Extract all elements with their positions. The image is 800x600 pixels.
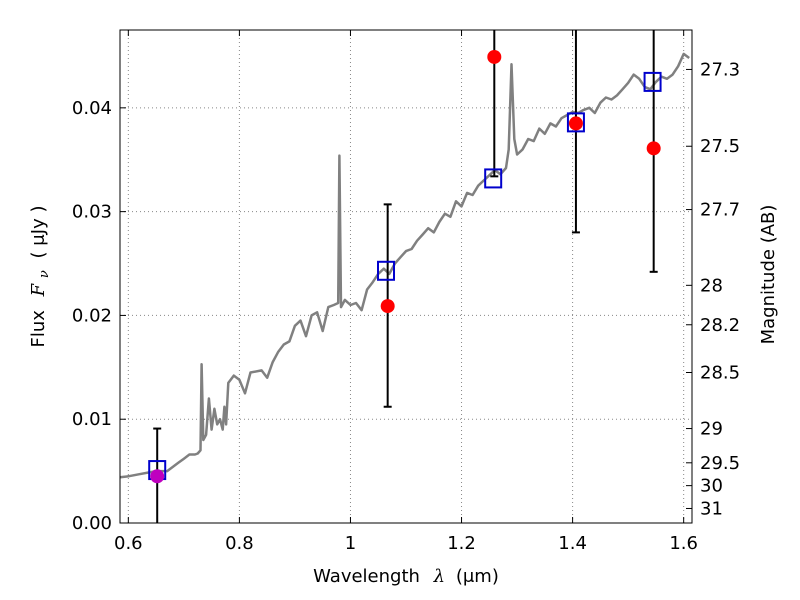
y-axis-title-subscript: ν <box>37 270 52 278</box>
observed-point <box>646 141 661 156</box>
y2-tick-label: 27.3 <box>700 59 740 80</box>
x-axis-title-prefix: Wavelength <box>313 566 420 587</box>
x-tick-label: 1.4 <box>558 533 587 554</box>
observed-point <box>568 116 583 131</box>
grid-lines <box>120 30 692 523</box>
y-tick-label: 0.03 <box>72 202 112 223</box>
y-tick-label: 0.01 <box>72 409 112 430</box>
y-tick-label: 0.04 <box>72 98 112 119</box>
y2-tick-label: 27.7 <box>700 200 740 221</box>
model-spectrum-line <box>119 52 690 479</box>
y2-axis-title: Magnitude (AB) <box>758 205 779 345</box>
synthetic-point <box>377 260 396 281</box>
y2-tick-label: 30 <box>700 476 723 497</box>
x-tick-label: 1.2 <box>447 533 476 554</box>
upper-limit-point <box>150 469 165 484</box>
axis-ticks: 0.6 0.8 1 1.2 1.4 1.6 0.00 0.01 0.02 0.03 0.04 27.3… <box>72 30 740 554</box>
y-axis-title: Flux F ν ( μJy ) <box>28 206 53 348</box>
observed-photometry <box>150 49 661 484</box>
plot-frame <box>119 29 693 524</box>
y-axis-title-prefix: Flux <box>28 310 49 348</box>
x-axis-title-symbol: λ <box>433 566 445 587</box>
x-tick-label: 0.8 <box>225 533 254 554</box>
y2-tick-label: 28.5 <box>700 363 740 384</box>
x-axis-title-unit: (μm) <box>456 566 499 587</box>
x-tick-label: 0.6 <box>114 533 143 554</box>
error-bars <box>153 30 658 523</box>
x-axis-title: Wavelength λ (μm) <box>313 566 499 587</box>
y-tick-label: 0.00 <box>72 513 112 534</box>
y2-tick-label: 28 <box>700 275 723 296</box>
synthetic-point <box>484 168 503 189</box>
y2-tick-label: 31 <box>700 498 723 519</box>
y-axis-title-unit: ( μJy ) <box>28 206 49 259</box>
x-tick-label: 1.6 <box>669 533 698 554</box>
model-spectrum <box>119 52 690 479</box>
y2-tick-label: 28.2 <box>700 315 740 336</box>
synthetic-point <box>566 112 585 133</box>
x-tick-label: 1 <box>345 533 356 554</box>
synthetic-point <box>643 71 662 92</box>
y2-tick-label: 27.5 <box>700 136 740 157</box>
observed-point <box>380 299 395 314</box>
y2-tick-label: 29 <box>700 419 723 440</box>
y-tick-label: 0.02 <box>72 305 112 326</box>
y-axis-title-symbol: F <box>28 282 49 297</box>
y2-tick-label: 29.5 <box>700 453 740 474</box>
observed-point <box>487 49 502 64</box>
